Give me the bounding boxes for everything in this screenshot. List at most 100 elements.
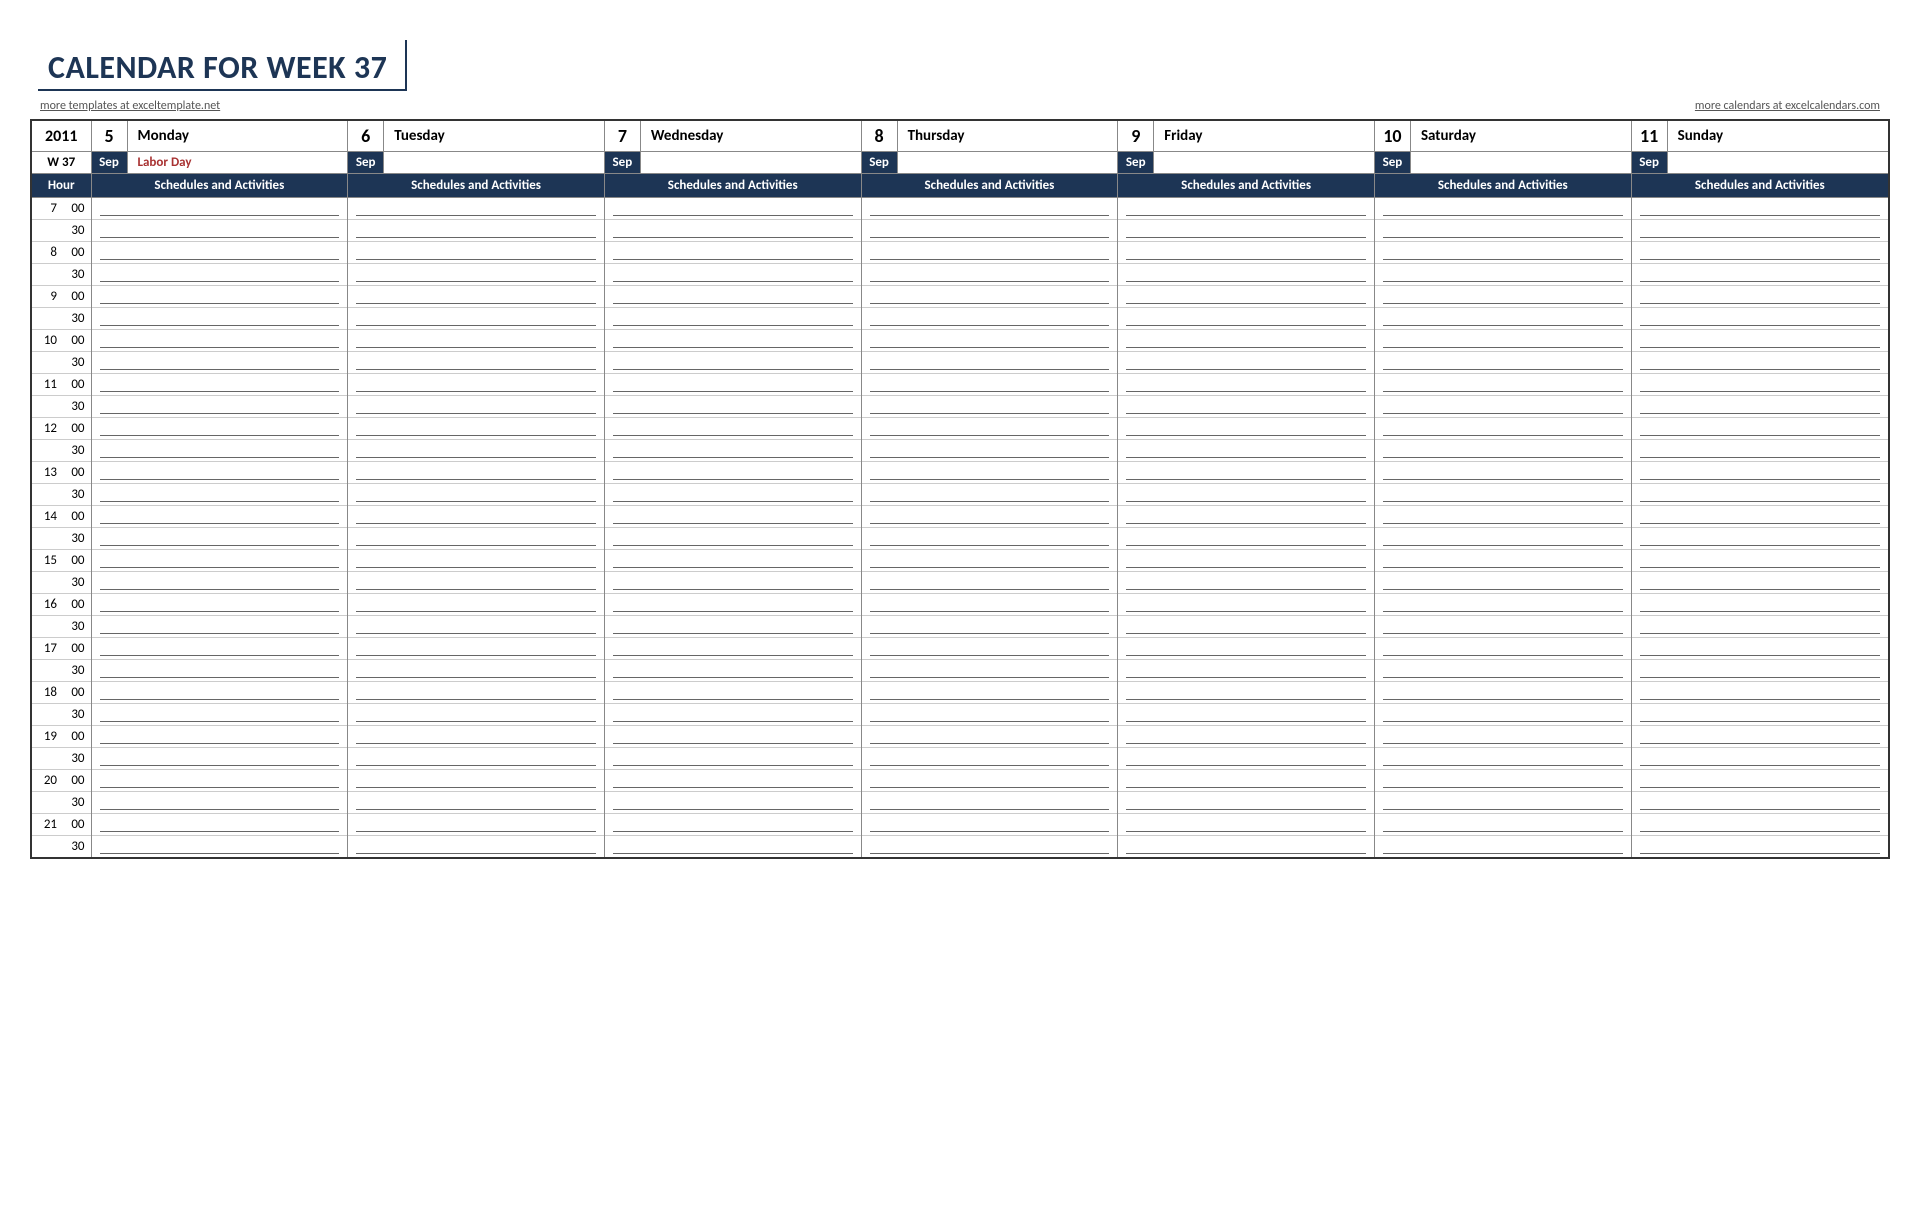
slot-1-10[interactable] xyxy=(348,418,605,440)
slot-2-18[interactable] xyxy=(604,594,861,616)
slot-2-12[interactable] xyxy=(604,462,861,484)
slot-4-20[interactable] xyxy=(1118,638,1375,660)
slot-5-4[interactable] xyxy=(1374,286,1631,308)
slot-5-29[interactable] xyxy=(1374,836,1631,858)
slot-1-20[interactable] xyxy=(348,638,605,660)
slot-1-26[interactable] xyxy=(348,770,605,792)
slot-5-22[interactable] xyxy=(1374,682,1631,704)
slot-0-19[interactable] xyxy=(91,616,348,638)
slot-4-5[interactable] xyxy=(1118,308,1375,330)
slot-6-17[interactable] xyxy=(1631,572,1889,594)
slot-2-11[interactable] xyxy=(604,440,861,462)
slot-2-25[interactable] xyxy=(604,748,861,770)
slot-4-3[interactable] xyxy=(1118,264,1375,286)
slot-2-9[interactable] xyxy=(604,396,861,418)
slot-6-14[interactable] xyxy=(1631,506,1889,528)
slot-5-2[interactable] xyxy=(1374,242,1631,264)
slot-3-4[interactable] xyxy=(861,286,1118,308)
slot-4-4[interactable] xyxy=(1118,286,1375,308)
slot-3-23[interactable] xyxy=(861,704,1118,726)
slot-4-9[interactable] xyxy=(1118,396,1375,418)
slot-6-3[interactable] xyxy=(1631,264,1889,286)
slot-4-27[interactable] xyxy=(1118,792,1375,814)
slot-4-7[interactable] xyxy=(1118,352,1375,374)
slot-5-19[interactable] xyxy=(1374,616,1631,638)
slot-5-27[interactable] xyxy=(1374,792,1631,814)
slot-4-13[interactable] xyxy=(1118,484,1375,506)
slot-3-28[interactable] xyxy=(861,814,1118,836)
slot-2-3[interactable] xyxy=(604,264,861,286)
slot-5-1[interactable] xyxy=(1374,220,1631,242)
slot-2-1[interactable] xyxy=(604,220,861,242)
slot-2-8[interactable] xyxy=(604,374,861,396)
slot-3-14[interactable] xyxy=(861,506,1118,528)
slot-3-27[interactable] xyxy=(861,792,1118,814)
slot-5-26[interactable] xyxy=(1374,770,1631,792)
slot-2-2[interactable] xyxy=(604,242,861,264)
slot-1-21[interactable] xyxy=(348,660,605,682)
slot-4-12[interactable] xyxy=(1118,462,1375,484)
slot-0-26[interactable] xyxy=(91,770,348,792)
slot-6-7[interactable] xyxy=(1631,352,1889,374)
slot-0-12[interactable] xyxy=(91,462,348,484)
slot-6-20[interactable] xyxy=(1631,638,1889,660)
slot-6-24[interactable] xyxy=(1631,726,1889,748)
slot-1-3[interactable] xyxy=(348,264,605,286)
slot-1-24[interactable] xyxy=(348,726,605,748)
slot-1-29[interactable] xyxy=(348,836,605,858)
slot-1-18[interactable] xyxy=(348,594,605,616)
slot-3-20[interactable] xyxy=(861,638,1118,660)
slot-0-0[interactable] xyxy=(91,198,348,220)
slot-1-7[interactable] xyxy=(348,352,605,374)
slot-5-28[interactable] xyxy=(1374,814,1631,836)
slot-5-5[interactable] xyxy=(1374,308,1631,330)
slot-0-23[interactable] xyxy=(91,704,348,726)
slot-4-16[interactable] xyxy=(1118,550,1375,572)
slot-5-25[interactable] xyxy=(1374,748,1631,770)
slot-6-16[interactable] xyxy=(1631,550,1889,572)
slot-1-27[interactable] xyxy=(348,792,605,814)
slot-5-7[interactable] xyxy=(1374,352,1631,374)
slot-4-25[interactable] xyxy=(1118,748,1375,770)
slot-2-14[interactable] xyxy=(604,506,861,528)
slot-4-17[interactable] xyxy=(1118,572,1375,594)
slot-6-28[interactable] xyxy=(1631,814,1889,836)
slot-6-5[interactable] xyxy=(1631,308,1889,330)
slot-1-4[interactable] xyxy=(348,286,605,308)
slot-0-22[interactable] xyxy=(91,682,348,704)
slot-1-15[interactable] xyxy=(348,528,605,550)
slot-3-5[interactable] xyxy=(861,308,1118,330)
slot-0-7[interactable] xyxy=(91,352,348,374)
slot-3-26[interactable] xyxy=(861,770,1118,792)
slot-2-7[interactable] xyxy=(604,352,861,374)
slot-5-0[interactable] xyxy=(1374,198,1631,220)
slot-2-10[interactable] xyxy=(604,418,861,440)
slot-3-21[interactable] xyxy=(861,660,1118,682)
slot-5-12[interactable] xyxy=(1374,462,1631,484)
slot-2-15[interactable] xyxy=(604,528,861,550)
slot-1-16[interactable] xyxy=(348,550,605,572)
slot-6-13[interactable] xyxy=(1631,484,1889,506)
slot-4-2[interactable] xyxy=(1118,242,1375,264)
slot-4-29[interactable] xyxy=(1118,836,1375,858)
slot-6-4[interactable] xyxy=(1631,286,1889,308)
slot-5-24[interactable] xyxy=(1374,726,1631,748)
slot-1-14[interactable] xyxy=(348,506,605,528)
link-templates[interactable]: more templates at exceltemplate.net xyxy=(40,99,220,113)
slot-2-16[interactable] xyxy=(604,550,861,572)
slot-1-8[interactable] xyxy=(348,374,605,396)
slot-6-22[interactable] xyxy=(1631,682,1889,704)
slot-2-24[interactable] xyxy=(604,726,861,748)
slot-5-8[interactable] xyxy=(1374,374,1631,396)
slot-1-19[interactable] xyxy=(348,616,605,638)
slot-5-14[interactable] xyxy=(1374,506,1631,528)
slot-2-21[interactable] xyxy=(604,660,861,682)
slot-6-8[interactable] xyxy=(1631,374,1889,396)
slot-2-27[interactable] xyxy=(604,792,861,814)
slot-0-27[interactable] xyxy=(91,792,348,814)
slot-0-11[interactable] xyxy=(91,440,348,462)
slot-0-8[interactable] xyxy=(91,374,348,396)
slot-3-13[interactable] xyxy=(861,484,1118,506)
slot-3-9[interactable] xyxy=(861,396,1118,418)
slot-3-12[interactable] xyxy=(861,462,1118,484)
